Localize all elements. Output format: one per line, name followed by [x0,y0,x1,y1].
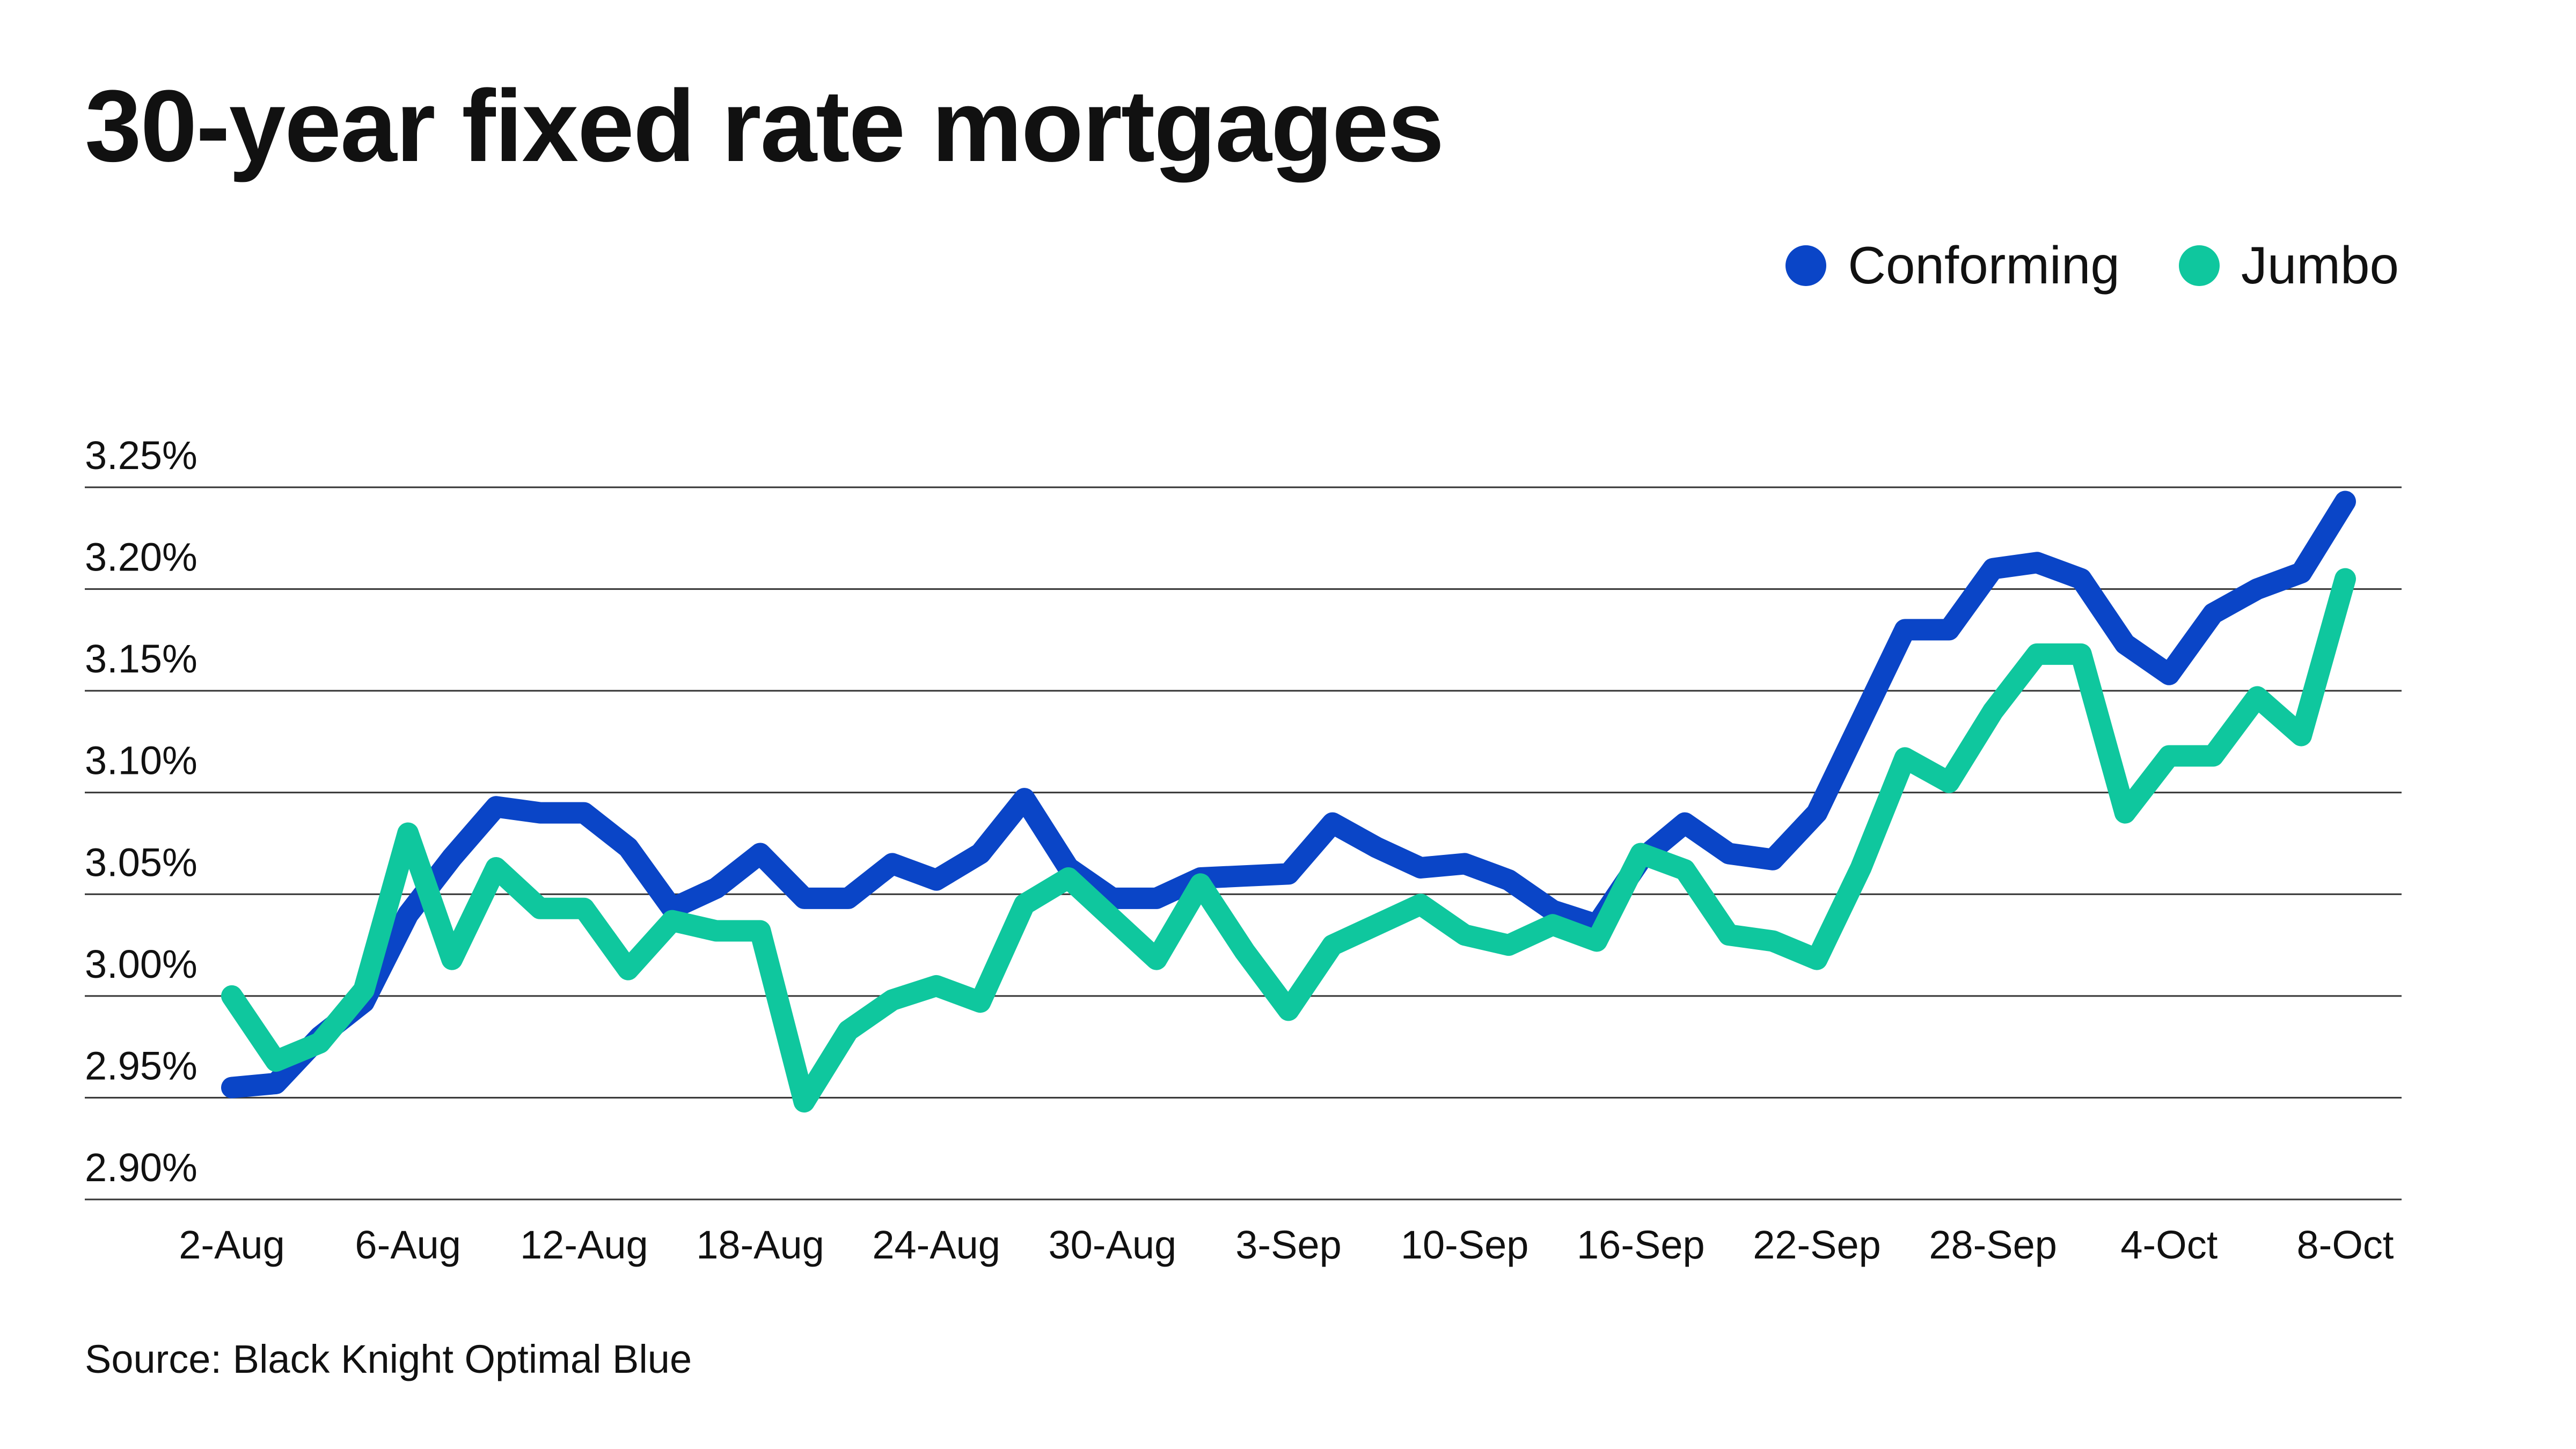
x-tick-label: 16-Sep [1577,1223,1705,1267]
y-tick-label: 3.00% [85,942,197,986]
legend-label-conforming: Conforming [1848,236,2120,295]
x-tick-label: 2-Aug [179,1223,284,1267]
series-line-jumbo [221,568,2356,1113]
x-tick-label: 4-Oct [2120,1223,2218,1267]
y-tick-label: 3.15% [85,636,197,681]
x-tick-label: 12-Aug [520,1223,648,1267]
legend-marker-jumbo [2178,245,2220,286]
y-tick-label: 3.10% [85,738,197,783]
legend-item-jumbo: Jumbo [2178,235,2399,296]
series-line-conforming [221,491,2356,1099]
x-tick-label: 22-Sep [1753,1223,1881,1267]
y-tick-label: 2.90% [85,1145,197,1190]
legend-item-conforming: Conforming [1785,235,2120,296]
x-tick-label: 24-Aug [872,1223,1000,1267]
legend-label-jumbo: Jumbo [2241,236,2399,295]
x-tick-label: 30-Aug [1049,1223,1177,1267]
x-tick-label: 28-Sep [1929,1223,2057,1267]
x-tick-label: 18-Aug [696,1223,824,1267]
source-note: Source: Black Knight Optimal Blue [85,1337,692,1381]
y-tick-label: 3.25% [85,433,197,478]
legend-marker-conforming [1785,245,1827,286]
x-tick-label: 10-Sep [1401,1223,1529,1267]
x-tick-label: 3-Sep [1235,1223,1341,1267]
y-tick-label: 2.95% [85,1043,197,1088]
legend: Conforming Jumbo [1726,235,2399,296]
y-tick-label: 3.05% [85,840,197,884]
y-tick-label: 3.20% [85,535,197,580]
x-tick-label: 6-Aug [355,1223,460,1267]
chart-title: 30-year fixed rate mortgages [85,69,1444,183]
x-tick-label: 8-Oct [2297,1223,2394,1267]
